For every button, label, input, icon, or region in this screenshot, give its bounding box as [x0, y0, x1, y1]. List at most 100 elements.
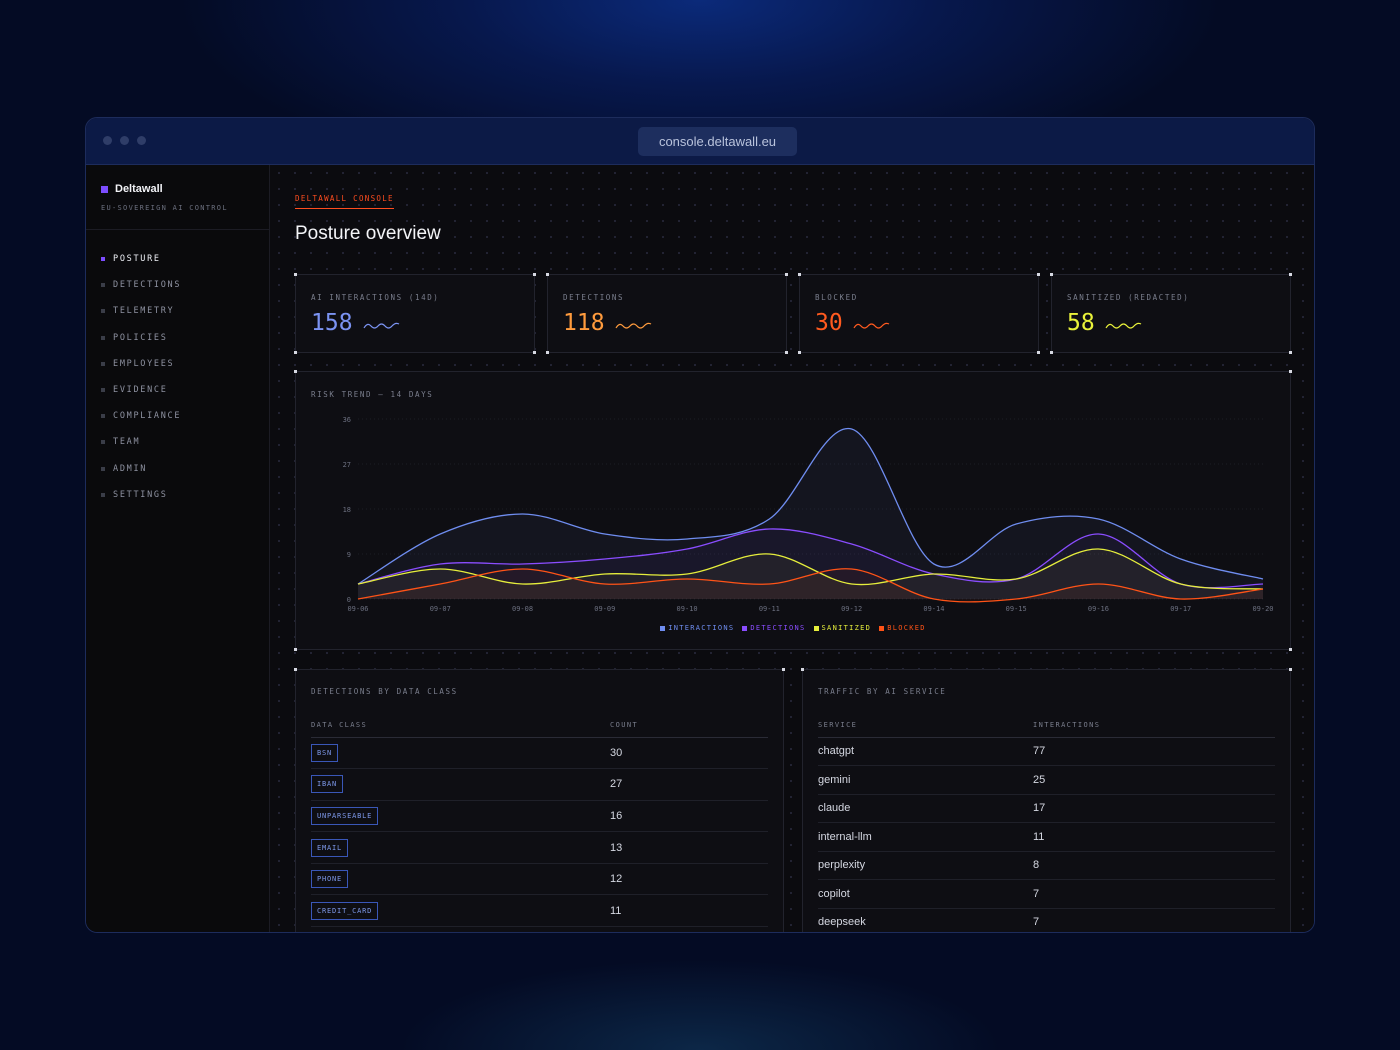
table-row[interactable]: gemini 25 — [818, 765, 1275, 795]
column-header-count[interactable]: COUNT — [610, 714, 768, 738]
stat-card[interactable]: SANITIZED (REDACTED) 58 — [1050, 273, 1292, 354]
column-header-interactions[interactable]: INTERACTIONS — [1033, 714, 1275, 738]
sidebar-item-team[interactable]: TEAM — [86, 429, 269, 455]
traffic-by-service-card: TRAFFIC BY AI SERVICE SERVICE INTERACTIO… — [801, 668, 1292, 932]
legend-item-sanitized[interactable]: SANITIZED — [813, 624, 872, 632]
nav-bullet-icon — [101, 466, 105, 471]
minimize-window-button[interactable] — [120, 136, 129, 145]
table-row[interactable]: chatgpt 77 — [818, 737, 1275, 766]
x-tick-label: 09-11 — [759, 605, 780, 613]
risk-trend-chart: 0 9 18 27 36 09-06 09-07 09-08 09-09 09-10 09-11 09… — [343, 416, 1274, 613]
sidebar-nav: POSTURE DETECTIONS TELEMETRY POLICIES EMPLOY… — [86, 230, 269, 508]
sidebar-item-posture[interactable]: POSTURE — [86, 246, 269, 272]
brand-name: Deltawall — [115, 183, 163, 195]
table-row[interactable]: EMAIL 13 — [311, 831, 768, 864]
table-row[interactable]: UNPARSEABLE 16 — [311, 800, 768, 833]
sidebar-item-admin[interactable]: ADMIN — [86, 456, 269, 482]
table-row[interactable]: deepseek 7 — [818, 908, 1275, 932]
count-cell: 13 — [610, 831, 768, 864]
legend-swatch — [742, 625, 748, 631]
legend-item-detections[interactable]: DETECTIONS — [742, 624, 805, 632]
x-tick-label: 09-10 — [677, 605, 698, 613]
x-tick-label: 09-17 — [1170, 605, 1191, 613]
count-cell: 12 — [610, 863, 768, 896]
nav-bullet-icon — [101, 440, 105, 445]
y-tick-label: 0 — [347, 596, 351, 604]
service-cell: gemini — [818, 765, 1033, 795]
y-tick-label: 27 — [343, 461, 351, 469]
main-content: DELTAWALL CONSOLE Posture overview AI IN… — [271, 165, 1314, 932]
x-tick-label: 09-12 — [841, 605, 862, 613]
table-row[interactable]: PHONE 12 — [311, 863, 768, 896]
stat-value: 158 — [311, 310, 353, 336]
brand-tagline: EU-SOVEREIGN AI CONTROL — [101, 204, 228, 212]
url-bar[interactable]: console.deltawall.eu — [638, 127, 797, 156]
sidebar-item-label: EVIDENCE — [113, 385, 168, 396]
y-tick-label: 9 — [347, 551, 351, 559]
interactions-cell: 7 — [1033, 879, 1275, 909]
legend-item-blocked[interactable]: BLOCKED — [879, 624, 926, 632]
stat-card[interactable]: AI INTERACTIONS (14D) 158 — [294, 273, 536, 354]
data-class-tag: UNPARSEABLE — [311, 806, 379, 825]
table-row[interactable]: IBAN 27 — [311, 768, 768, 801]
sidebar-item-label: SETTINGS — [113, 489, 168, 500]
table-row[interactable]: internal-llm 11 — [818, 822, 1275, 852]
traffic-by-service-title: TRAFFIC BY AI SERVICE — [818, 687, 947, 696]
brand: Deltawall EU-SOVEREIGN AI CONTROL — [86, 165, 269, 230]
column-header-service[interactable]: SERVICE — [818, 714, 1033, 738]
y-tick-label: 18 — [343, 506, 351, 514]
count-cell: 11 — [610, 894, 768, 928]
sidebar-item-evidence[interactable]: EVIDENCE — [86, 377, 269, 403]
y-tick-label: 36 — [343, 416, 351, 424]
stat-card[interactable]: DETECTIONS 118 — [546, 273, 788, 354]
interactions-cell: 8 — [1033, 851, 1275, 880]
table-row[interactable]: claude 17 — [818, 794, 1275, 823]
close-window-button[interactable] — [103, 136, 112, 145]
series-line-detections — [357, 528, 1264, 589]
interactions-cell: 11 — [1033, 822, 1275, 852]
service-cell: chatgpt — [818, 737, 1033, 766]
sidebar-item-detections[interactable]: DETECTIONS — [86, 272, 269, 298]
table-row[interactable]: copilot 7 — [818, 879, 1275, 909]
service-cell: deepseek — [818, 908, 1033, 932]
sidebar-item-label: DETECTIONS — [113, 280, 182, 291]
traffic-table: SERVICE INTERACTIONS chatgpt 77 gemini 25 cl… — [818, 714, 1275, 932]
count-cell: 27 — [610, 768, 768, 801]
legend-item-interactions[interactable]: INTERACTIONS — [660, 624, 734, 632]
sidebar-item-policies[interactable]: POLICIES — [86, 325, 269, 351]
maximize-window-button[interactable] — [137, 136, 146, 145]
brand-logo-icon — [101, 185, 108, 193]
x-tick-label: 09-08 — [512, 605, 533, 613]
column-header-data-class[interactable]: DATA CLASS — [311, 714, 610, 738]
stat-value: 118 — [563, 310, 605, 336]
stat-label: BLOCKED — [815, 293, 858, 302]
table-row[interactable]: perplexity 8 — [818, 851, 1275, 880]
sidebar-item-telemetry[interactable]: TELEMETRY — [86, 298, 269, 324]
x-tick-label: 09-16 — [1088, 605, 1109, 613]
stat-label: SANITIZED (REDACTED) — [1067, 293, 1190, 302]
sidebar-item-employees[interactable]: EMPLOYEES — [86, 351, 269, 377]
interactions-cell: 77 — [1033, 737, 1275, 766]
series-area-interactions — [358, 428, 1263, 599]
sidebar-item-label: TEAM — [113, 437, 141, 448]
stat-card[interactable]: BLOCKED 30 — [798, 273, 1040, 354]
stat-label: AI INTERACTIONS (14D) — [311, 293, 440, 302]
sidebar-item-compliance[interactable]: COMPLIANCE — [86, 403, 269, 429]
table-row[interactable]: BSN 30 — [311, 737, 768, 770]
sidebar-item-label: ADMIN — [113, 463, 148, 474]
sparkline-icon — [853, 322, 889, 329]
sidebar-item-label: TELEMETRY — [113, 306, 175, 317]
x-tick-label: 09-14 — [923, 605, 944, 613]
chart-legend: INTERACTIONS DETECTIONS SANITIZED BLOCKED — [296, 624, 1290, 632]
service-cell: internal-llm — [818, 822, 1033, 852]
legend-swatch — [813, 625, 819, 631]
series-area-sanitized — [358, 548, 1263, 599]
series-area-blocked — [358, 568, 1263, 602]
series-line-blocked — [357, 568, 1264, 603]
table-row[interactable]: CREDIT_CARD 11 — [311, 894, 768, 928]
nav-bullet-icon — [101, 257, 105, 262]
sidebar-item-settings[interactable]: SETTINGS — [86, 482, 269, 508]
sparkline-icon — [363, 322, 399, 329]
service-cell: claude — [818, 794, 1033, 823]
stat-value: 58 — [1067, 310, 1095, 336]
